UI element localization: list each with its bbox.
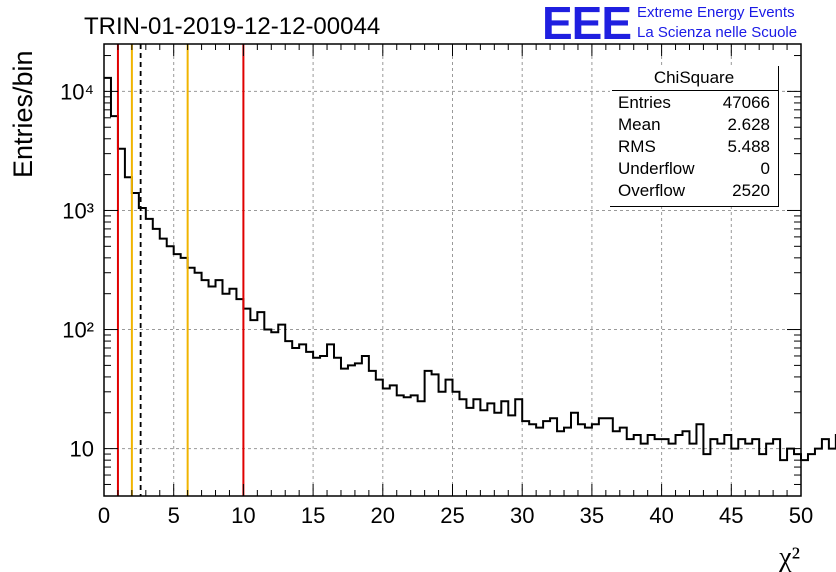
x-axis: 0 5 10 15 20 25 30 35 40 45 50 <box>98 44 813 528</box>
x-tick-label: 30 <box>510 503 534 528</box>
x-tick-label: 10 <box>231 503 255 528</box>
stats-row-rms: RMS 5.488 <box>618 137 770 159</box>
x-tick-label: 45 <box>719 503 743 528</box>
stats-row-entries: Entries 47066 <box>618 93 770 115</box>
x-tick-label: 20 <box>371 503 395 528</box>
stats-label: Mean <box>618 115 661 134</box>
stats-title: ChiSquare <box>653 68 735 87</box>
stats-box: ChiSquare Entries 47066 Mean 2.628 RMS 5… <box>610 66 779 207</box>
stats-row-mean: Mean 2.628 <box>618 115 770 137</box>
x-tick-label: 25 <box>440 503 464 528</box>
stats-label: RMS <box>618 137 656 156</box>
logo-line-1: Extreme Energy Events <box>637 4 795 21</box>
y-tick-label: 10 <box>70 437 94 462</box>
stats-value: 5.488 <box>727 137 770 156</box>
stats-value: 47066 <box>722 93 770 112</box>
x-tick-label: 0 <box>98 503 110 528</box>
logo-mark: EEE <box>542 0 632 49</box>
stats-row-overflow: Overflow 2520 <box>618 181 770 203</box>
y-tick-label: 10² <box>62 318 94 343</box>
threshold-lines <box>116 44 245 496</box>
x-axis-label: χ² <box>778 542 800 572</box>
y-axis-label: Entries/bin <box>8 50 38 178</box>
grid <box>104 44 801 496</box>
logo-line-2: La Scienza nelle Scuole <box>637 24 798 41</box>
x-tick-label: 50 <box>789 503 813 528</box>
chart-title: TRIN-01-2019-12-12-00044 <box>84 13 380 40</box>
stats-value: 2520 <box>732 181 770 200</box>
eee-logo: EEE Extreme Energy Events La Scienza nel… <box>542 0 832 49</box>
x-tick-label: 40 <box>649 503 673 528</box>
stats-value: 0 <box>760 159 770 178</box>
stats-label: Underflow <box>618 159 695 178</box>
stats-value: 2.628 <box>727 115 770 134</box>
x-tick-label: 35 <box>580 503 604 528</box>
stats-label: Entries <box>618 93 671 112</box>
y-tick-label: 10³ <box>62 198 94 223</box>
y-tick-label: 10⁴ <box>60 79 94 104</box>
stats-divider <box>612 90 778 91</box>
y-axis: 10 10² 10³ 10⁴ <box>60 55 801 497</box>
x-tick-label: 5 <box>168 503 180 528</box>
x-tick-label: 15 <box>301 503 325 528</box>
stats-row-underflow: Underflow 0 <box>618 159 770 181</box>
stats-label: Overflow <box>618 181 686 200</box>
